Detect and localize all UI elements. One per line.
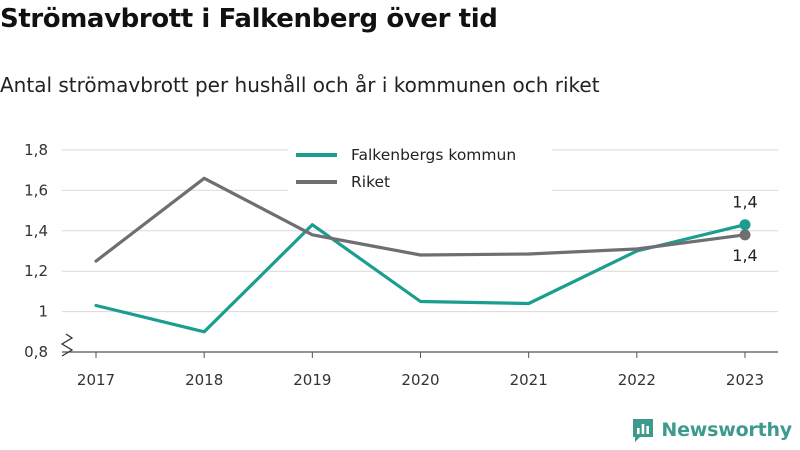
legend-label: Riket [351,173,390,191]
x-tick-label: 2020 [401,371,439,389]
legend: Falkenbergs kommun Riket [288,138,552,194]
series-line [94,176,747,263]
end-labels: 1,4 1,4 [732,193,757,265]
x-tick-label: 2023 [726,371,764,389]
end-value-label: 1,4 [732,246,757,265]
series-end-point [739,219,751,231]
y-tick-label: 1 [38,303,48,321]
series-end-point [739,229,751,241]
chart-subtitle: Antal strömavbrott per hushåll och år i … [0,73,600,97]
newsworthy-logo-icon [633,419,654,442]
end-value-label: 1,4 [732,193,757,212]
brand-name: Newsworthy [661,419,792,441]
legend-box [288,138,552,194]
x-tick-label: 2017 [77,371,115,389]
axis-break-icon [60,333,74,357]
series-lines [94,176,751,334]
y-tick-label: 0,8 [24,343,48,361]
x-tick-label: 2018 [185,371,223,389]
axes: 0,8 1 1,2 1,4 1,6 1,8 2017 2018 2019 2020 2021 2022… [24,141,778,389]
y-tick-label: 1,6 [24,181,48,199]
x-tick-label: 2022 [618,371,656,389]
gridlines [62,149,778,313]
y-tick-label: 1,2 [24,262,48,280]
brand-logo: Newsworthy [631,416,792,444]
x-tick-label: 2021 [510,371,548,389]
series-line [94,223,747,334]
legend-label: Falkenbergs kommun [351,146,516,164]
y-tick-label: 1,4 [24,222,48,240]
chart-title: Strömavbrott i Falkenberg över tid [0,4,498,34]
x-tick-label: 2019 [293,371,331,389]
y-tick-label: 1,8 [24,141,48,159]
